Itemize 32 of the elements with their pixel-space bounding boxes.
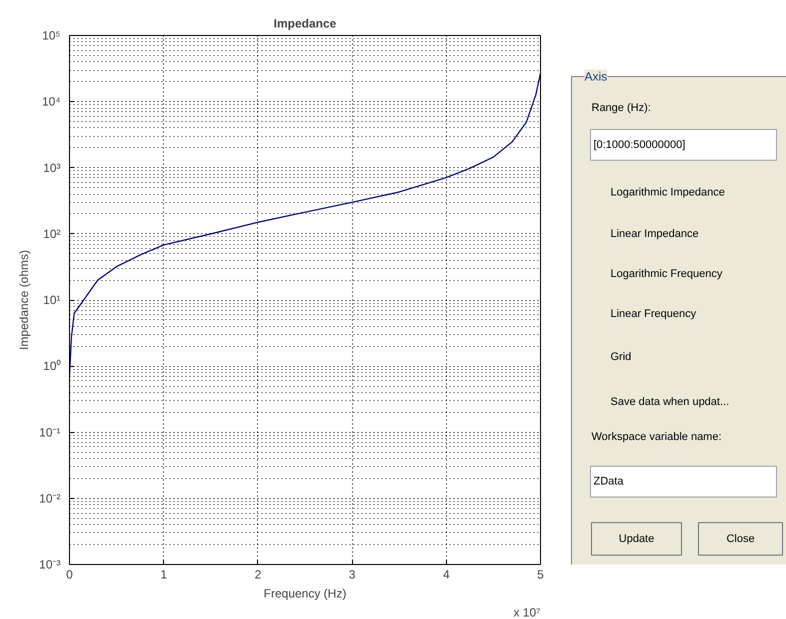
y-tick-label: 10³ [43,160,61,175]
text: Axis [584,70,608,84]
text: Grid [610,350,632,363]
text: Update [618,532,654,545]
x-tick-label: 1 [160,568,168,582]
text: ZData [594,476,624,488]
x-axis-title: Frequency (Hz) [264,586,346,600]
text: Linear Frequency [610,308,697,320]
text: Logarithmic Frequency [610,268,723,280]
y-tick-label: 10¹ [43,293,61,307]
text: Close [726,532,755,545]
chart-title: Impedance [274,16,337,30]
text: Workspace variable name: [592,431,722,444]
x-tick-label: 4 [442,568,450,582]
y-tick-label: 10⁴ [42,94,61,109]
x-tick-label: 0 [66,568,74,582]
y-tick-label: 10⁵ [42,28,61,42]
x-tick-label: 3 [348,568,356,582]
y-tick-label: 10⁰ [43,359,61,374]
y-tick-label: 10⁻³ [39,558,61,572]
text: [0:1000:50000000] [594,138,686,151]
text: Range (Hz): [592,102,651,114]
text: Linear Impedance [610,228,699,240]
y-axis-title: Impedance (ohms) [17,250,32,350]
text: x 10⁷ [513,606,541,619]
y-tick-label: 10² [43,226,61,241]
text: Logarithmic Impedance [610,186,725,199]
x-tick-label: 2 [254,568,262,582]
y-tick-label: 10⁻² [39,491,61,506]
y-tick-label: 10⁻¹ [39,425,61,440]
x-tick-label: 5 [537,568,544,582]
text: Save data when updat... [610,396,730,408]
